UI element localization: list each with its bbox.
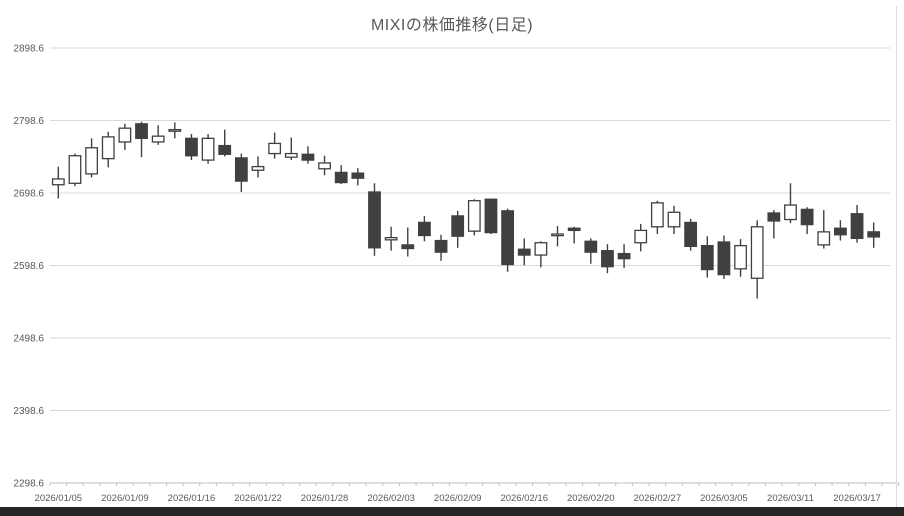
- candle-body-up: [817, 231, 831, 246]
- candle-body-up: [268, 142, 282, 155]
- x-axis-label: 2026/01/22: [234, 493, 282, 504]
- candle-body-down: [135, 123, 148, 139]
- candle-body-down: [451, 215, 465, 237]
- candle-body-down: [434, 239, 448, 253]
- candle-body-up: [734, 244, 747, 270]
- y-axis-label: 2898.6: [13, 44, 44, 55]
- candle-body-down: [368, 191, 381, 249]
- candle-body-down: [484, 198, 498, 234]
- candle-body-down: [684, 221, 698, 248]
- candle-body-down: [617, 252, 631, 260]
- candle-body-up: [650, 202, 664, 228]
- candle-body-down: [767, 212, 781, 222]
- y-axis-label: 2298.6: [13, 479, 44, 490]
- candle-body-up: [534, 242, 548, 256]
- y-axis-label: 2698.6: [13, 189, 44, 200]
- x-axis-label: 2026/01/09: [101, 493, 149, 504]
- x-axis-label: 2026/03/11: [767, 493, 814, 504]
- y-axis-label: 2398.6: [13, 406, 44, 417]
- candle-body-up: [51, 178, 65, 186]
- candle-body-down: [601, 250, 614, 268]
- candle-body-up: [467, 200, 481, 232]
- x-axis-label: 2026/01/05: [35, 493, 83, 504]
- x-axis-label: 2026/02/27: [634, 493, 682, 504]
- candle-body-up: [251, 165, 265, 171]
- candle-body-up: [318, 162, 331, 170]
- chart-right-border: [896, 6, 897, 507]
- candle-body-up: [551, 233, 564, 237]
- y-axis-label: 2598.6: [13, 261, 44, 272]
- x-axis-label: 2026/02/16: [500, 493, 548, 504]
- chart-title: MIXIの株価推移(日足): [370, 17, 534, 34]
- candle-body-up: [118, 127, 132, 143]
- candle-body-up: [784, 204, 797, 221]
- candle-body-up: [667, 211, 681, 228]
- x-axis-label: 2026/03/17: [833, 493, 881, 504]
- candle-body-down: [834, 227, 847, 236]
- candle-body-up: [168, 128, 182, 132]
- x-axis-label: 2026/02/20: [567, 493, 615, 504]
- x-axis-label: 2026/02/09: [434, 493, 482, 504]
- candle-body-down: [800, 208, 814, 226]
- candle-body-up: [101, 136, 115, 160]
- candle-body-down: [417, 221, 431, 237]
- y-axis-label: 2798.6: [13, 116, 44, 127]
- candle-body-down: [717, 241, 731, 276]
- candle-body-up: [750, 226, 764, 279]
- candle-body-down: [567, 227, 581, 232]
- candle-body-up: [201, 137, 215, 161]
- candle-body-up: [284, 152, 298, 158]
- candle-body-down: [867, 231, 881, 238]
- x-axis-label: 2026/01/28: [301, 493, 349, 504]
- x-axis-label: 2026/01/16: [168, 493, 216, 504]
- candle-body-down: [401, 244, 415, 250]
- candle-body-down: [517, 248, 531, 256]
- candle-body-down: [700, 244, 714, 271]
- candle-body-down: [501, 210, 515, 266]
- candle-body-up: [384, 237, 398, 241]
- y-axis-label: 2498.6: [13, 334, 44, 345]
- x-axis-label: 2026/03/05: [700, 493, 748, 504]
- candle-body-down: [351, 172, 365, 179]
- candle-body-down: [301, 153, 315, 161]
- candle-body-down: [334, 171, 348, 184]
- candle-body-down: [234, 157, 248, 182]
- candle-body-up: [634, 229, 648, 244]
- candle-body-down: [584, 240, 598, 253]
- x-axis-label: 2026/02/03: [367, 493, 415, 504]
- candle-body-up: [151, 135, 165, 143]
- candle-body-down: [850, 213, 864, 240]
- candle-body-up: [85, 147, 98, 175]
- candle-body-up: [68, 155, 82, 184]
- candle-body-down: [218, 144, 232, 155]
- candle-body-down: [185, 137, 198, 157]
- bottom-window-edge: [0, 507, 904, 516]
